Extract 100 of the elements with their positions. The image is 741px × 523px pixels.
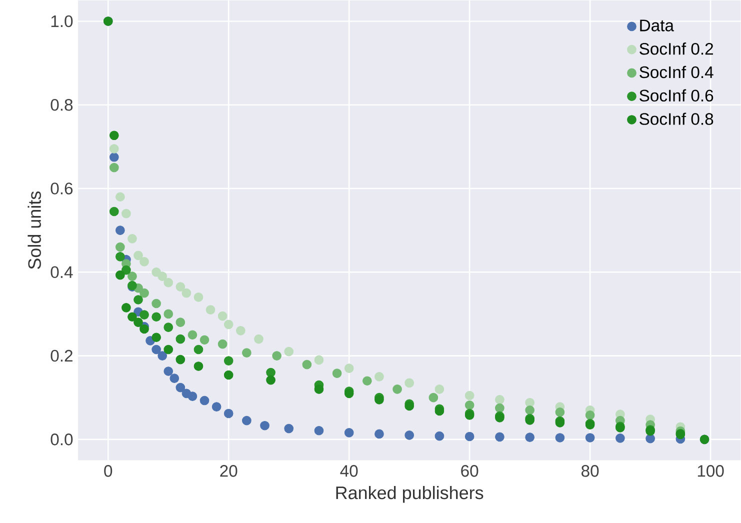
point [134, 250, 143, 260]
point [109, 152, 119, 162]
point [374, 429, 384, 439]
point [616, 433, 625, 443]
point [109, 144, 119, 154]
x-tick-label: 40 [340, 465, 358, 477]
y-tick-label: 0.8 [50, 98, 73, 111]
point [224, 320, 234, 330]
x-axis-title: Ranked publishers [336, 486, 484, 503]
x-tick-label: 80 [582, 465, 599, 477]
legend-label: SocInf 0.2 [640, 42, 713, 55]
point [170, 374, 180, 384]
point [158, 351, 168, 360]
point [134, 318, 143, 327]
point [585, 410, 595, 420]
point [392, 384, 402, 394]
point [200, 396, 210, 406]
point [194, 292, 204, 302]
point [218, 311, 228, 321]
point [464, 432, 474, 442]
point [495, 403, 504, 413]
point [176, 334, 186, 344]
point [525, 432, 534, 442]
point [176, 318, 186, 327]
point [242, 348, 252, 358]
point [164, 344, 174, 354]
y-tick-label: 1.0 [51, 15, 73, 28]
point [260, 420, 270, 430]
point [176, 354, 186, 364]
point [200, 335, 210, 345]
point [206, 305, 216, 314]
legend-label: SocInf 0.6 [640, 89, 714, 102]
point [266, 368, 276, 378]
x-tick-label: 20 [220, 465, 238, 477]
point [434, 431, 444, 441]
point [164, 322, 174, 332]
point [314, 384, 324, 394]
point [109, 162, 119, 172]
point [128, 312, 137, 322]
point [272, 351, 282, 360]
legend-label: SocInf 0.4 [640, 66, 714, 78]
point [344, 364, 354, 373]
legend-label: Data [640, 20, 674, 32]
point [495, 432, 504, 442]
point [116, 270, 125, 280]
y-tick-label: 0.6 [50, 182, 73, 194]
point [344, 388, 354, 398]
point [236, 326, 246, 336]
point [555, 408, 565, 417]
x-tick-label: 0 [104, 465, 112, 477]
point [404, 378, 414, 388]
point [152, 312, 161, 322]
x-tick-label: 60 [461, 465, 478, 477]
point [224, 356, 234, 366]
point [428, 392, 438, 402]
point [495, 395, 504, 404]
point [362, 376, 372, 386]
point [218, 339, 228, 349]
point [188, 392, 198, 402]
point [434, 384, 444, 394]
y-tick-label: 0.2 [50, 350, 72, 362]
point [585, 433, 595, 442]
x-tick-label: 100 [698, 465, 724, 477]
y-tick-label: 0.0 [50, 434, 73, 446]
point [404, 430, 414, 440]
point [212, 402, 222, 412]
point [122, 303, 131, 312]
point [164, 278, 174, 288]
point [164, 309, 174, 319]
point [164, 366, 174, 376]
point [194, 344, 204, 354]
point [194, 362, 204, 371]
point [122, 208, 131, 218]
point [116, 226, 125, 235]
point [134, 295, 143, 304]
point [314, 355, 324, 365]
point [122, 265, 131, 275]
point [188, 330, 198, 340]
point [140, 257, 149, 266]
point [176, 382, 186, 392]
point [152, 344, 161, 354]
point [344, 428, 354, 438]
legend-label: SocInf 0.8 [640, 112, 714, 125]
point [109, 130, 119, 140]
point [302, 360, 312, 370]
point [140, 324, 149, 334]
point [109, 206, 119, 216]
point [525, 398, 534, 408]
point [116, 252, 125, 262]
y-tick-label: 0.4 [50, 266, 73, 278]
point [374, 372, 384, 382]
point [314, 426, 324, 436]
point [266, 375, 276, 385]
point [464, 400, 474, 410]
point [525, 405, 534, 415]
point [158, 272, 168, 281]
point [254, 334, 264, 344]
point [242, 416, 252, 426]
point [555, 433, 565, 442]
point [224, 408, 234, 418]
